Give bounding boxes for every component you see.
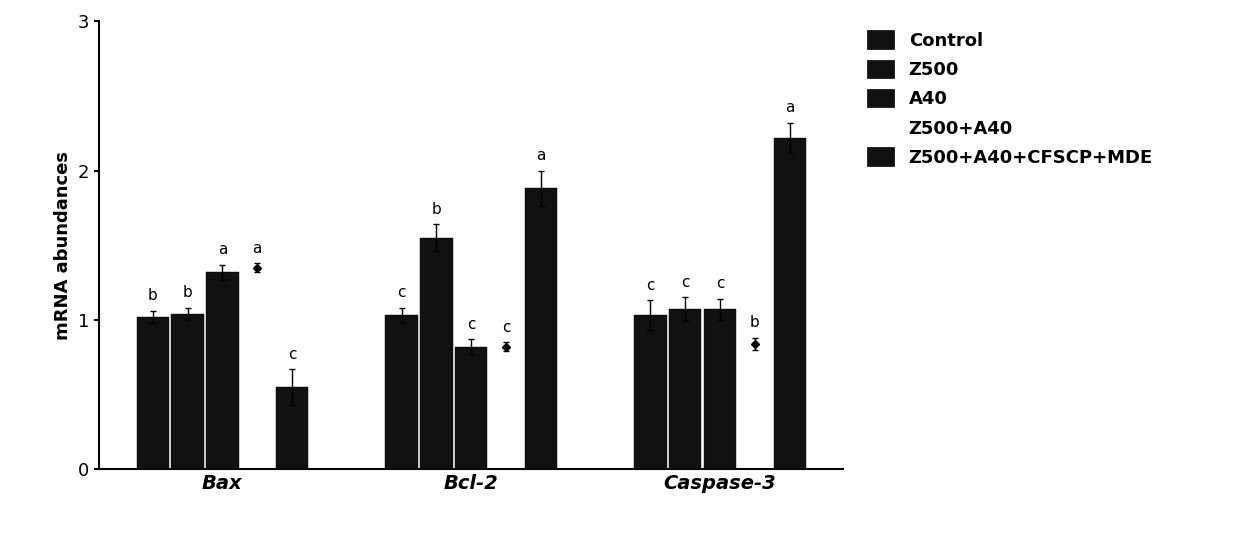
Bar: [670, 309, 702, 469]
Text: c: c: [715, 277, 724, 292]
Bar: [525, 189, 557, 469]
Text: b: b: [750, 315, 760, 330]
Bar: [455, 346, 487, 469]
Bar: [704, 309, 737, 469]
Text: a: a: [536, 148, 546, 163]
Text: c: c: [681, 275, 689, 290]
Text: a: a: [218, 242, 227, 257]
Text: a: a: [253, 240, 262, 256]
Bar: [136, 317, 169, 469]
Legend: Control, Z500, A40, Z500+A40, Z500+A40+CFSCP+MDE: Control, Z500, A40, Z500+A40, Z500+A40+C…: [867, 30, 1153, 167]
Y-axis label: mRNA abundances: mRNA abundances: [55, 151, 72, 340]
Bar: [206, 272, 238, 469]
Text: a: a: [785, 100, 795, 115]
Bar: [774, 138, 806, 469]
Text: b: b: [148, 288, 157, 303]
Text: c: c: [397, 285, 405, 301]
Bar: [275, 387, 309, 469]
Text: c: c: [467, 317, 475, 332]
Bar: [171, 314, 203, 469]
Bar: [386, 316, 418, 469]
Text: c: c: [502, 320, 511, 335]
Text: b: b: [182, 285, 192, 301]
Text: b: b: [432, 202, 441, 217]
Text: c: c: [288, 346, 296, 361]
Bar: [634, 316, 667, 469]
Text: c: c: [646, 278, 655, 293]
Bar: [420, 238, 453, 469]
